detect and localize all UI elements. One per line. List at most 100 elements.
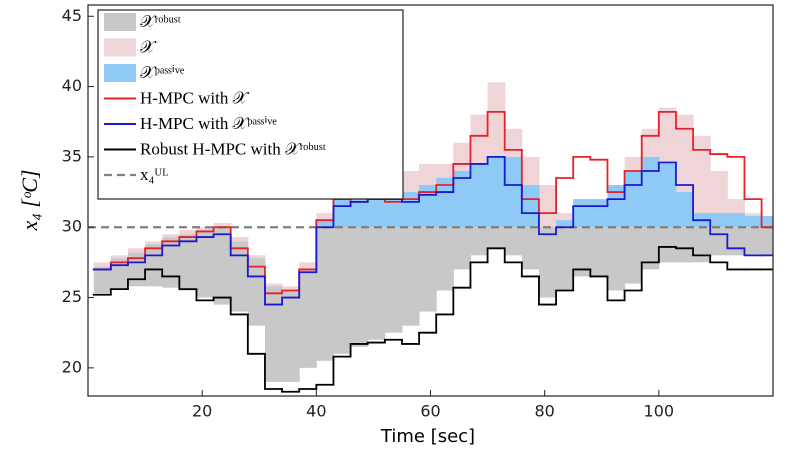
band-step — [470, 163, 489, 228]
legend-label: 𝒳ᵖᵃˢˢⁱᵛᵉ — [140, 63, 185, 82]
band-step — [384, 227, 403, 333]
band-step — [556, 227, 574, 291]
band-step — [573, 199, 591, 228]
band-step — [419, 227, 437, 312]
band-step — [333, 199, 352, 228]
band-step — [658, 163, 677, 228]
y-tick-label: 35 — [62, 146, 82, 165]
band-step — [350, 227, 369, 347]
band-step — [624, 227, 643, 284]
legend-label: Robust H-MPC with 𝒳ʳᵒᵇᵘˢᵗ — [140, 139, 326, 158]
band-step — [556, 220, 574, 228]
band-step — [367, 192, 386, 228]
legend-swatch — [104, 38, 136, 57]
y-tick-label: 45 — [62, 6, 82, 25]
axes: 20 40 60 80 100 20 25 30 35 40 45 — [62, 6, 674, 421]
x-tick-label: 20 — [192, 402, 212, 421]
band-step — [504, 227, 523, 256]
legend-label: 𝒳ʳᵒᵇᵘˢᵗ — [140, 12, 181, 31]
band-step — [470, 227, 489, 256]
x-tick-label: 80 — [534, 402, 554, 421]
band-step — [196, 230, 215, 298]
band-step — [401, 192, 420, 228]
band-step — [384, 192, 403, 228]
band-step — [675, 192, 694, 228]
band-step — [127, 252, 146, 287]
band-step — [658, 227, 677, 263]
y-tick-label: 25 — [62, 287, 82, 306]
band-step — [93, 266, 112, 294]
legend-label: x₄ᵁᴸ — [140, 165, 168, 184]
band-step — [538, 227, 557, 298]
band-step — [693, 135, 711, 228]
band-step — [641, 156, 660, 228]
band-step — [590, 227, 608, 277]
band-step — [521, 227, 540, 270]
band-step — [213, 227, 232, 305]
legend-label: H-MPC with 𝒳 — [140, 88, 250, 107]
band-step — [607, 185, 626, 228]
band-step — [162, 237, 180, 288]
band-step — [247, 255, 266, 326]
band-step — [761, 215, 773, 228]
band-step — [487, 227, 506, 249]
x-axis-label: Time [sec] — [380, 426, 475, 447]
band-step — [264, 283, 283, 287]
legend-swatch — [104, 64, 136, 82]
band-step — [487, 156, 506, 228]
band-step — [641, 227, 660, 270]
legend-box — [97, 9, 404, 200]
band-step — [299, 262, 317, 270]
band-step — [282, 290, 300, 382]
band-step — [196, 227, 215, 231]
band-step — [145, 244, 163, 287]
band-step — [624, 170, 643, 228]
band-step — [179, 234, 197, 291]
band-step — [693, 227, 711, 263]
band-step — [436, 177, 454, 228]
band-step — [127, 248, 146, 253]
band-step — [744, 215, 763, 228]
band-step — [504, 156, 523, 228]
y-axis-label: x₄ [ᵒC] — [17, 170, 42, 232]
band-step — [710, 213, 728, 228]
band-step — [710, 227, 728, 256]
band-step — [761, 227, 773, 256]
band-step — [744, 227, 763, 256]
band-step — [538, 185, 557, 228]
band-step — [282, 286, 300, 291]
band-step — [675, 227, 694, 263]
y-tick-label: 20 — [62, 357, 82, 376]
band-step — [247, 255, 266, 259]
band-step — [179, 230, 197, 235]
x-tick-label: 100 — [644, 402, 675, 421]
x-tick-label: 60 — [420, 402, 440, 421]
band-step — [333, 227, 352, 354]
band-step — [93, 262, 112, 267]
band-step — [350, 199, 369, 228]
legend-label: 𝒳 — [140, 37, 157, 56]
x-tick-label: 40 — [306, 402, 326, 421]
band-step — [162, 234, 180, 238]
band-step — [230, 237, 249, 242]
legend: 𝒳ʳᵒᵇᵘˢᵗ 𝒳 𝒳ᵖᵃˢˢⁱᵛᵉ H-MPC with 𝒳 H-MPC with 𝒳… — [97, 9, 404, 200]
band-step — [436, 227, 454, 291]
band-step — [145, 241, 163, 245]
band-step — [316, 220, 334, 228]
band-step — [727, 213, 745, 228]
band-step — [607, 227, 626, 291]
band-step — [299, 269, 317, 368]
band-step — [453, 170, 471, 228]
legend-label: H-MPC with 𝒳ᵖᵃˢˢⁱᵛᵉ — [140, 114, 277, 133]
band-step — [213, 223, 232, 228]
band-step — [590, 199, 608, 228]
y-tick-label: 40 — [62, 76, 82, 95]
band-step — [521, 185, 540, 228]
band-step — [727, 227, 745, 256]
band-step — [453, 227, 471, 270]
band-step — [573, 227, 591, 277]
band-step — [316, 227, 334, 361]
y-tick-label: 30 — [62, 217, 82, 236]
band-step — [110, 255, 129, 259]
